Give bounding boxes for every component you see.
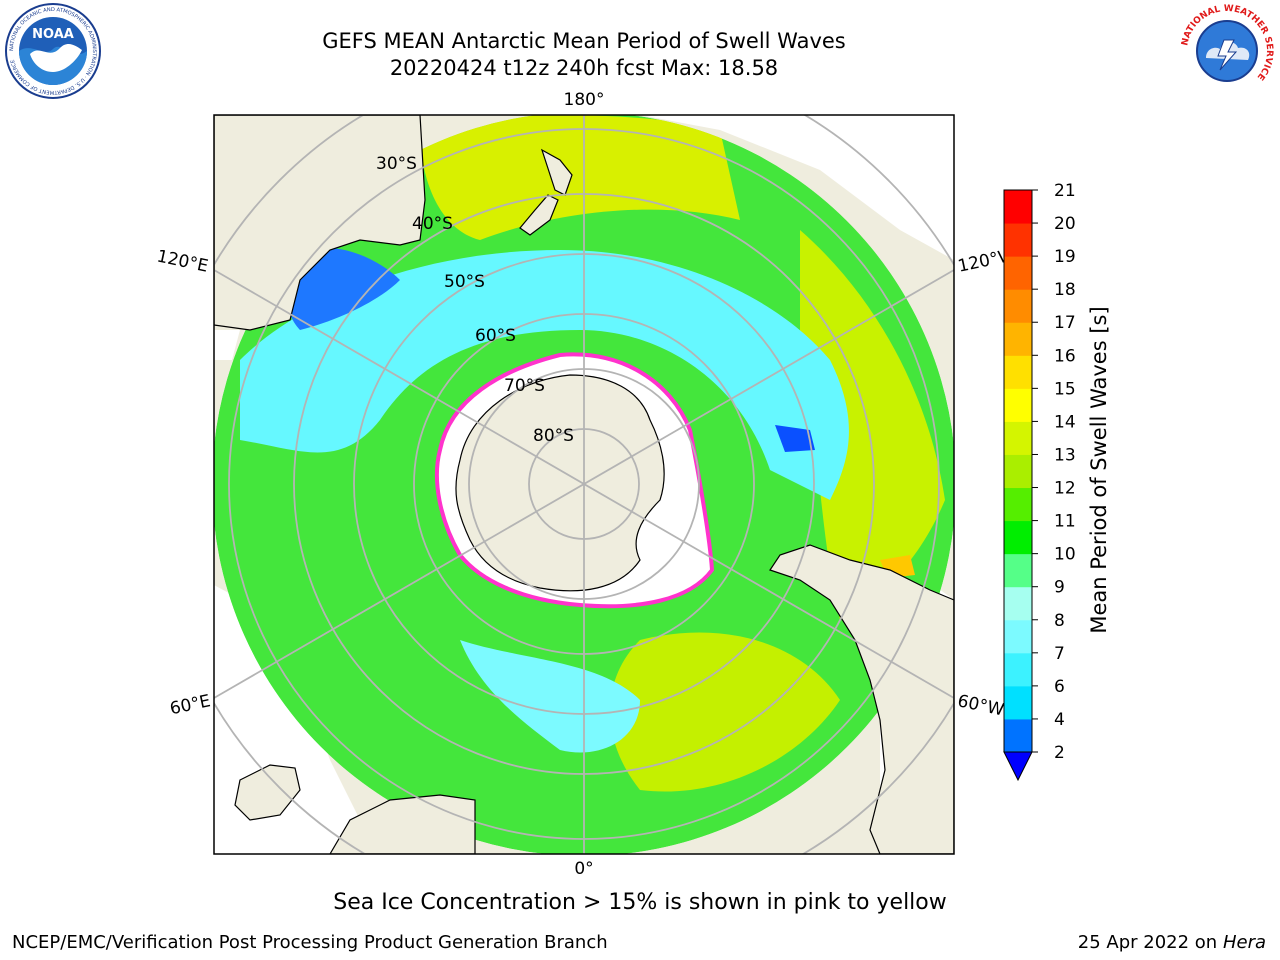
antarctica-land [455,374,665,592]
colorbar-bin [1004,223,1032,257]
colorbar-bin [1004,685,1032,720]
lon-label-left-upper: 120°E [155,246,210,276]
footer-host: Hera [1222,932,1266,953]
lat-label-40s: 40°S [412,214,453,234]
new-zealand [519,148,573,236]
field-yellow-east [800,230,945,620]
colorbar-tick-label: 18 [1054,280,1076,300]
lat-label-80s: 80°S [533,426,574,446]
colorbar-tick-label: 8 [1054,611,1065,631]
australia [214,115,426,331]
field-yellow-north [420,115,740,240]
colorbar-tick-label: 17 [1054,313,1076,333]
colorbar-label: Mean Period of Swell Waves [s] [1087,306,1111,633]
footer-date: 25 Apr 2022 on Hera [1078,932,1266,953]
lon-label-left-lower: 60°E [168,691,212,719]
colorbar-tick-label: 20 [1054,214,1076,234]
madagascar [234,764,301,821]
noaa-logo: NATIONAL OCEANIC AND ATMOSPHERIC ADMINIS… [5,3,101,99]
colorbar-bin [1004,454,1032,489]
colorbar-bin [1004,322,1032,356]
colorbar-tick-label: 6 [1054,677,1065,697]
chart-title: GEFS MEAN Antarctic Mean Period of Swell… [322,29,846,53]
colorbar-tick-label: 16 [1054,346,1076,366]
field-cyan-south [460,640,640,753]
colorbar-tick-label: 13 [1054,445,1076,465]
field-yellow-southeast [610,632,840,792]
colorbar-tick-label: 12 [1054,479,1076,499]
noaa-logo-label: NOAA [32,27,74,42]
lon-label-top: 180° [564,90,605,110]
colorbar-bin [1004,388,1032,422]
colorbar-tick-label: 2 [1054,743,1065,763]
map-frame [213,114,955,855]
field-blue-tasman [286,247,400,330]
colorbar-bin [1004,487,1032,522]
graticule [214,115,954,854]
colorbar-tick-label: 19 [1054,247,1076,267]
colorbar-tick-label: 21 [1054,181,1076,201]
colorbar-tick-label: 14 [1054,412,1076,432]
lat-label-50s: 50°S [444,272,485,292]
chart-subtitle: 20220424 t12z 240h fcst Max: 18.58 [389,56,779,80]
colorbar-tick-label: 15 [1054,379,1076,399]
lat-label-70s: 70°S [504,376,545,396]
field-cyan-ring [240,250,849,500]
africa [329,794,476,854]
footer-credit: NCEP/EMC/Verification Post Processing Pr… [12,932,608,953]
lon-label-right-lower: 60°W [956,691,1006,720]
colorbar-bin [1004,256,1032,290]
colorbar-bin [1004,619,1032,654]
lat-label-30s: 30°S [376,154,417,174]
footer-date-text: 25 Apr 2022 on [1077,932,1223,953]
colorbar-tick-label: 9 [1054,578,1065,598]
colorbar-bin [1004,355,1032,389]
colorbar-bin [1004,586,1032,621]
colorbar-bin [1004,289,1032,323]
sea-ice-note: Sea Ice Concentration > 15% is shown in … [333,890,947,915]
lat-label-60s: 60°S [475,326,516,346]
colorbar-tick-label: 10 [1054,545,1076,565]
colorbar-bin [1004,190,1032,224]
colorbar-bin [1004,421,1032,455]
colorbar-bin [1004,553,1032,588]
colorbar-bin [1004,652,1032,687]
nws-logo: NATIONAL WEATHER SERVICE [1180,4,1274,98]
colorbar-extend-arrow [1003,751,1033,782]
colorbar: 2 4 6 7 8 9 10 11 12 13 14 15 16 17 18 19 20 21 [1003,181,1076,782]
colorbar-tick-label: 7 [1054,644,1065,664]
lon-label-bottom: 0° [574,859,593,879]
colorbar-tick-label: 11 [1054,512,1076,532]
colorbar-tick-label: 4 [1054,710,1065,730]
colorbar-frame [1003,189,1033,753]
field-blue-patch [775,425,815,452]
colorbar-bin [1004,718,1032,753]
colorbar-bin [1004,520,1032,555]
